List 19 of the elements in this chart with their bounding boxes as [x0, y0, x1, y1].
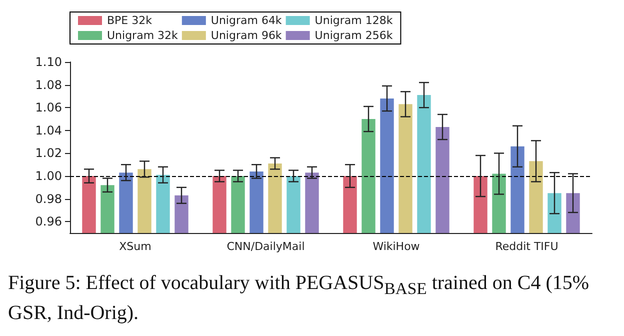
y-tick-label: 1.10: [35, 55, 62, 69]
y-tick-label: 0.98: [35, 192, 62, 206]
y-tick-label: 1.04: [35, 123, 62, 138]
x-tick-label: Reddit TIFU: [495, 240, 558, 253]
legend-label: Unigram 64k: [210, 14, 282, 27]
x-tick-label: XSum: [119, 240, 152, 253]
y-tick-label: 1.02: [35, 146, 62, 160]
legend-label: Unigram 32k: [107, 29, 179, 42]
legend-label: Unigram 128k: [314, 14, 394, 27]
text: Figure 5: Effect of vocabulary with PEGASUS$_{BASE}$ trained on C4 (15% GSR, Ind-Orig).: [8, 272, 590, 324]
legend-label: Unigram 96k: [210, 29, 282, 42]
y-tick-label: 1.08: [35, 78, 62, 92]
x-tick-label: WikiHow: [372, 240, 420, 253]
y-tick-label: 1.06: [35, 100, 62, 115]
y-tick-label: 0.96: [35, 214, 62, 229]
legend-label: BPE 32k: [107, 14, 153, 27]
x-tick-label: CNN/DailyMail: [226, 240, 305, 253]
legend-label: Unigram 256k: [314, 29, 394, 42]
y-tick-label: 1.00: [35, 169, 62, 183]
